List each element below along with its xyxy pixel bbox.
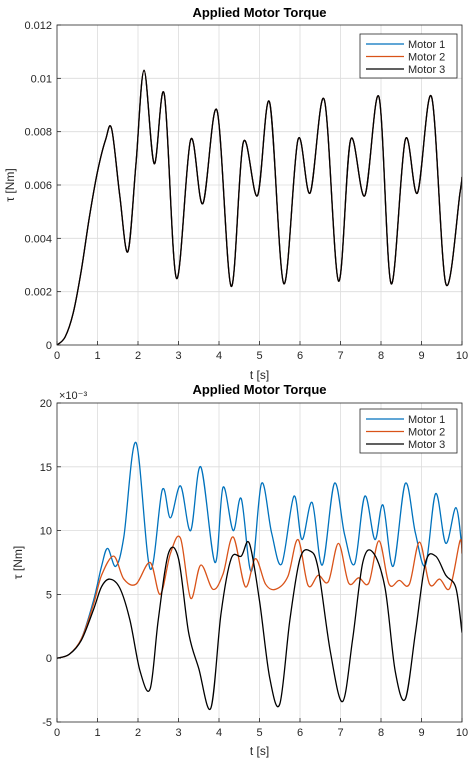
chart-1-x-tick-label: 8 [378, 727, 384, 739]
chart-top: 0 1 2 3 4 5 6 7 8 9 10 0 0.002 0.004 0.006 0.008 0.01 0.0… [3, 5, 468, 382]
chart-1-x-tick-label: 10 [456, 727, 468, 739]
chart-1-x-tick-label: 7 [337, 727, 343, 739]
chart-1-series-line-motor-2 [57, 535, 462, 659]
chart-0-title: Applied Motor Torque [192, 5, 326, 20]
chart-0-legend-label-motor-3: Motor 3 [408, 64, 445, 76]
chart-0-x-tick-label: 8 [378, 350, 384, 362]
chart-1-legend-label-motor-3: Motor 3 [408, 439, 445, 451]
chart-0-x-tick-label: 6 [297, 350, 303, 362]
chart-1-y-axis-label: τ [Nm] [11, 546, 25, 579]
chart-0-y-axis-label: τ [Nm] [3, 168, 17, 201]
chart-1-x-tick-label: 0 [54, 727, 60, 739]
chart-0-series-line-motor-3 [57, 69, 462, 345]
chart-1-x-tick-label: 5 [256, 727, 262, 739]
chart-1-x-axis-label: t [s] [250, 744, 269, 758]
chart-1-title: Applied Motor Torque [192, 382, 326, 397]
chart-1-series-line-motor-3 [57, 541, 462, 711]
chart-0-x-axis-label: t [s] [250, 368, 269, 382]
chart-0-legend-label-motor-2: Motor 2 [408, 52, 445, 64]
chart-0-x-tick-label: 3 [175, 350, 181, 362]
chart-1-y-tick-label: -5 [42, 717, 52, 729]
chart-0-y-tick-label: 0.008 [24, 127, 52, 139]
chart-0-y-tick-label: 0.012 [24, 20, 52, 32]
chart-0-x-tick-label: 10 [456, 350, 468, 362]
chart-1-x-tick-label: 4 [216, 727, 222, 739]
chart-0-y-tick-label: 0.002 [24, 287, 52, 299]
chart-0-y-tick-label: 0.01 [31, 73, 52, 85]
chart-0-legend-label-motor-1: Motor 1 [408, 39, 445, 51]
chart-0-x-tick-label: 2 [135, 350, 141, 362]
chart-1-series-line-motor-1 [57, 441, 462, 659]
chart-1-x-tick-label: 3 [175, 727, 181, 739]
chart-0-x-tick-label: 4 [216, 350, 222, 362]
chart-0-y-tick-label: 0 [46, 340, 52, 352]
chart-1-x-tick-label: 2 [135, 727, 141, 739]
chart-1-x-tick-label: 9 [418, 727, 424, 739]
chart-1-legend-label-motor-2: Motor 2 [408, 427, 445, 439]
chart-1-exponent-label: ×10⁻³ [59, 390, 87, 402]
chart-0-x-tick-label: 1 [94, 350, 100, 362]
chart-0-x-tick-label: 7 [337, 350, 343, 362]
chart-0-x-tick-label: 5 [256, 350, 262, 362]
chart-0-y-tick-label: 0.004 [24, 233, 52, 245]
chart-1-x-tick-label: 6 [297, 727, 303, 739]
chart-1-y-tick-label: 15 [40, 462, 52, 474]
chart-1-y-tick-label: 10 [40, 526, 52, 538]
chart-1-y-tick-label: 5 [46, 589, 52, 601]
chart-0-x-tick-label: 9 [418, 350, 424, 362]
chart-1-legend-label-motor-1: Motor 1 [408, 414, 445, 426]
chart-0-y-tick-label: 0.006 [24, 180, 52, 192]
chart-1-x-tick-label: 1 [94, 727, 100, 739]
chart-1-y-tick-label: 0 [46, 653, 52, 665]
chart-0-x-tick-label: 0 [54, 350, 60, 362]
chart-1-y-tick-label: 20 [40, 398, 52, 410]
